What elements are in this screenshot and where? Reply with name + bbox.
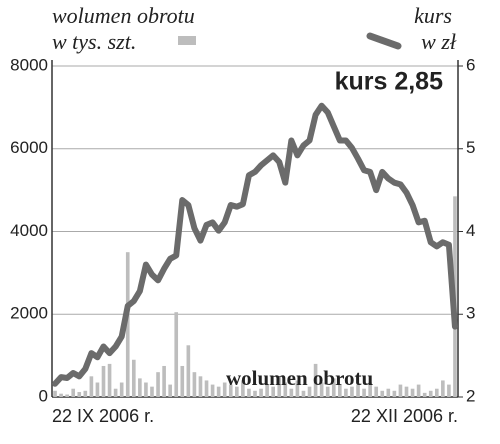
bar	[174, 312, 179, 397]
legend-unit: w tys. szt.	[52, 29, 136, 54]
bar	[434, 388, 439, 397]
bar	[216, 386, 221, 397]
bar	[210, 384, 215, 397]
price-line	[52, 102, 458, 387]
bar	[368, 382, 372, 397]
bar	[398, 384, 403, 397]
bar	[265, 384, 269, 397]
bar	[259, 388, 263, 397]
legend-swatch	[366, 32, 402, 50]
bar	[119, 382, 124, 397]
bar	[168, 384, 172, 397]
bar	[319, 382, 324, 397]
bar	[362, 388, 366, 397]
bar	[404, 386, 409, 397]
bar	[138, 378, 142, 397]
bar	[144, 382, 148, 397]
y2-tick-label: 6	[466, 55, 475, 74]
bar	[441, 380, 445, 397]
bar	[59, 393, 63, 397]
bar	[53, 390, 57, 397]
legend-label: wolumen obrotu	[52, 3, 195, 28]
bar	[325, 386, 330, 397]
bar	[289, 388, 294, 397]
bar	[131, 359, 136, 397]
x-tick-label: 22 IX 2006 r.	[52, 406, 154, 426]
bar	[428, 390, 433, 397]
bar	[204, 380, 209, 397]
bar	[125, 252, 130, 397]
bar	[386, 388, 391, 397]
bar	[374, 386, 379, 397]
bar	[150, 386, 154, 397]
bar	[295, 380, 300, 397]
bar	[331, 378, 336, 397]
legend-unit: w zł	[421, 29, 457, 54]
bar	[338, 384, 342, 397]
legend-label: kurs	[414, 3, 452, 28]
y2-tick-label: 2	[466, 386, 475, 405]
bar	[416, 384, 421, 397]
bar	[241, 380, 245, 397]
bar	[228, 384, 233, 397]
bar	[235, 386, 239, 397]
bar	[380, 390, 385, 397]
bar	[198, 376, 203, 397]
bar	[356, 384, 360, 397]
y-tick-label: 8000	[10, 55, 48, 74]
bar	[71, 388, 76, 397]
y-tick-label: 0	[39, 386, 48, 405]
bar	[222, 382, 227, 397]
bar	[101, 365, 106, 397]
bar	[95, 382, 100, 397]
x-tick-label: 22 XII 2006 r.	[351, 406, 458, 426]
y2-tick-label: 3	[466, 304, 475, 323]
bar	[180, 365, 185, 397]
bar	[350, 386, 354, 397]
bar	[253, 390, 257, 397]
bar	[186, 345, 191, 397]
bar	[301, 390, 306, 397]
bar	[65, 394, 69, 397]
bar	[344, 388, 348, 397]
bar	[162, 365, 166, 397]
annotation: kurs 2,85	[335, 68, 444, 96]
bar	[192, 372, 197, 397]
bar	[307, 386, 312, 397]
bar	[447, 384, 451, 397]
bar	[156, 372, 160, 397]
y2-tick-label: 4	[466, 221, 475, 240]
bar	[422, 392, 427, 397]
y-tick-label: 4000	[10, 221, 48, 240]
y2-tick-label: 5	[466, 138, 475, 157]
y-tick-label: 6000	[10, 138, 48, 157]
bar	[247, 388, 251, 397]
y-tick-label: 2000	[10, 304, 48, 323]
bar	[410, 388, 415, 397]
bar	[283, 382, 288, 397]
bar	[89, 376, 94, 397]
bar	[113, 388, 118, 397]
bar	[392, 390, 397, 397]
legend-swatch	[178, 36, 196, 45]
bar	[107, 363, 112, 397]
annotation: wolumen obrotu	[226, 366, 374, 390]
bar	[77, 392, 82, 397]
bar	[313, 363, 318, 397]
bar	[83, 390, 88, 397]
bar	[277, 376, 282, 397]
bar	[271, 386, 275, 397]
